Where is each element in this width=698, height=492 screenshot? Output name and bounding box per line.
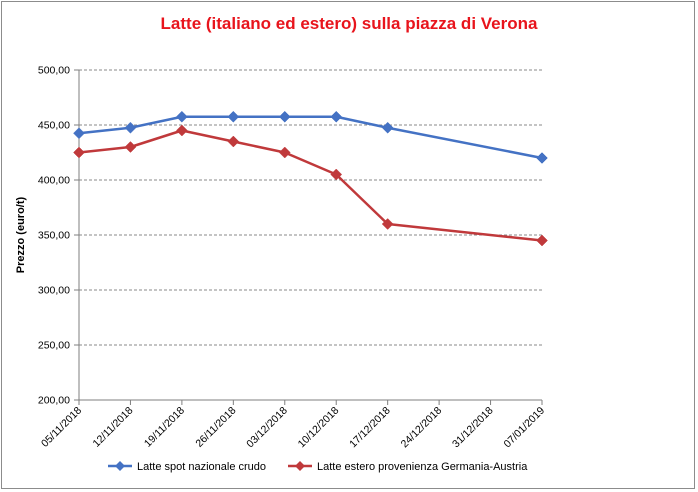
chart-title: Latte (italiano ed estero) sulla piazza … — [160, 14, 538, 33]
data-point — [381, 121, 394, 134]
data-point — [381, 218, 394, 230]
data-point — [536, 152, 548, 164]
data-point — [73, 127, 85, 140]
series-line — [78, 115, 543, 160]
x-tick-label: 12/11/2018 — [90, 405, 135, 450]
y-tick-label: 500,00 — [38, 65, 70, 77]
data-point — [278, 110, 291, 123]
series-line — [78, 129, 543, 242]
x-tick-label: 05/11/2018 — [39, 405, 84, 450]
x-tick-label: 10/12/2018 — [296, 405, 342, 451]
data-point — [330, 110, 343, 123]
legend-label: Latte estero provenienza Germania-Austri… — [317, 461, 528, 473]
x-tick-label: 07/01/2019 — [501, 405, 547, 451]
x-tick-label: 17/12/2018 — [347, 405, 393, 451]
y-axis-title: Prezzo (euro/t) — [15, 196, 27, 273]
data-point — [278, 146, 291, 159]
data-point — [330, 168, 343, 181]
legend-marker — [115, 461, 125, 471]
y-tick-label: 250,00 — [38, 340, 70, 352]
data-point — [124, 141, 137, 153]
legend-marker — [295, 461, 305, 471]
data-point — [124, 121, 137, 134]
y-tick-label: 350,00 — [38, 230, 70, 242]
data-point — [227, 110, 240, 123]
y-tick-label: 200,00 — [38, 395, 70, 407]
data-point — [73, 146, 85, 159]
data-point — [176, 110, 188, 123]
y-tick-label: 400,00 — [38, 175, 70, 187]
x-tick-label: 31/12/2018 — [450, 405, 496, 451]
x-tick-label: 19/11/2018 — [142, 405, 187, 450]
x-tick-label: 03/12/2018 — [244, 405, 290, 451]
data-point — [536, 234, 548, 247]
x-tick-label: 26/11/2018 — [193, 405, 238, 450]
y-tick-label: 300,00 — [38, 285, 70, 297]
data-point — [227, 135, 240, 148]
x-tick-label: 24/12/2018 — [399, 405, 445, 451]
data-point — [176, 124, 188, 137]
legend-label: Latte spot nazionale crudo — [137, 461, 266, 473]
y-tick-label: 450,00 — [38, 120, 70, 132]
